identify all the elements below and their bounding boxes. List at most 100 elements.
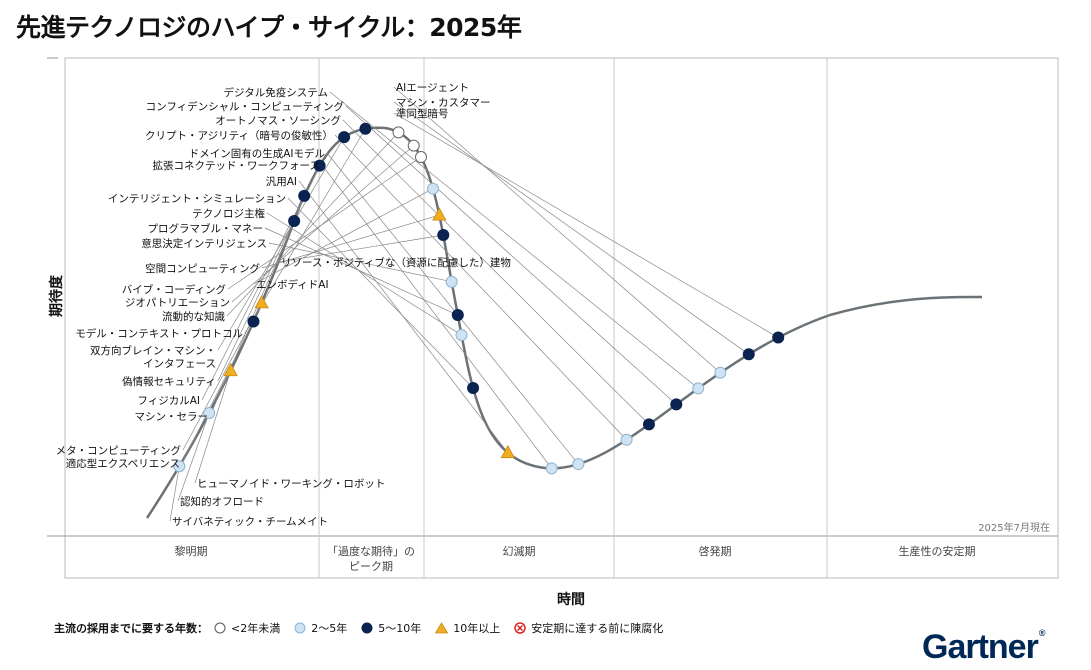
technology-marker — [247, 315, 260, 328]
white-circle-icon — [214, 622, 226, 634]
phase-label-3: 啓発期 — [699, 544, 732, 558]
technology-label: 準同型暗号 — [396, 107, 449, 120]
technology-label: 意思決定インテリジェンス — [141, 237, 267, 250]
technology-marker — [572, 458, 585, 471]
leader-line — [227, 156, 422, 290]
technology-label: マシン・カスタマー — [396, 97, 491, 109]
technology-marker — [437, 228, 450, 241]
technology-marker — [173, 460, 186, 473]
technology-label: オートノマス・ソーシング — [215, 114, 341, 127]
technology-label: 適応型エクスペリエンス — [66, 457, 180, 470]
technology-marker — [670, 398, 683, 411]
technology-label: 双方向ブレイン・マシン・インタフェース — [90, 344, 216, 370]
technology-label: 流動的な知識 — [162, 310, 225, 323]
leader-line — [321, 164, 552, 469]
leader-line — [194, 370, 231, 484]
technology-label: 空間コンピューティング — [145, 262, 260, 275]
legend-item-2to5: 2～5年 — [294, 620, 347, 636]
legend-label: 安定期に達する前に陳腐化 — [531, 622, 664, 635]
phase-label-1: 「過度な期待」のピーク期 — [327, 544, 415, 573]
leader-line — [253, 188, 434, 285]
technology-marker — [298, 189, 311, 202]
technology-marker — [642, 418, 655, 431]
legend-label: 2～5年 — [311, 622, 348, 635]
legend-label: 5～10年 — [378, 622, 422, 635]
technology-marker — [223, 362, 238, 377]
technology-label: ヒューマノイド・ワーキング・ロボット — [197, 477, 385, 490]
plot-frame — [64, 57, 1059, 579]
leader-line — [278, 234, 444, 263]
phase-dividers — [318, 58, 828, 578]
leader-line — [342, 119, 650, 425]
technology-marker — [313, 159, 326, 172]
legend-item-5to10: 5～10年 — [361, 620, 421, 636]
technology-marker — [254, 295, 269, 309]
y-axis-label: 期待度 — [48, 274, 65, 317]
navy-circle-icon — [361, 622, 373, 634]
legend-item-gt10: 10年以上 — [435, 620, 500, 636]
light-blue-circle-icon — [294, 622, 306, 634]
leader-line — [326, 152, 579, 465]
leader-line — [393, 101, 749, 355]
technology-label: サイバネティック・チームメイト — [172, 516, 328, 528]
leader-line — [226, 132, 399, 317]
leader-line — [169, 466, 180, 522]
hype-curve — [145, 126, 983, 519]
technology-marker — [545, 462, 558, 475]
leader-line — [181, 321, 254, 464]
leader-line — [393, 112, 779, 338]
leader-line — [266, 212, 462, 336]
technology-points — [173, 122, 785, 475]
technology-marker — [772, 331, 785, 344]
leader-line — [393, 86, 721, 374]
technology-label: クリプト・アジリティ（暗号の俊敏性） — [145, 129, 333, 142]
legend-title: 主流の採用までに要する年数： — [54, 622, 208, 635]
technology-label: ドメイン固有の生成AIモデル — [189, 147, 325, 160]
legend-item-obsolete: 安定期に達する前に陳腐化 — [514, 620, 663, 636]
leader-line — [298, 180, 509, 453]
red-x-circle-icon — [514, 622, 526, 634]
technology-marker — [692, 382, 705, 395]
technology-label: リソース・ポジティブな（資源に配慮した）建物 — [281, 256, 511, 269]
technology-marker — [432, 207, 447, 221]
leader-line — [261, 214, 440, 269]
leader-line — [177, 412, 210, 502]
legend-label: <2年未満 — [231, 622, 281, 635]
leader-line — [217, 136, 345, 351]
leader-line — [329, 91, 699, 389]
leader-line — [334, 134, 627, 441]
technology-marker — [445, 275, 458, 288]
technology-label: 認知的オフロード — [180, 495, 264, 508]
legend-label: 10年以上 — [453, 622, 501, 635]
leader-line — [264, 227, 458, 316]
technology-marker — [451, 309, 464, 322]
technology-label: AIエージェント — [396, 82, 469, 94]
technology-marker — [288, 215, 301, 228]
phase-labels: 黎明期 「過度な期待」のピーク期 幻滅期 啓発期 生産性の安定期 — [175, 544, 976, 573]
technology-marker — [714, 366, 727, 379]
x-axis-label: 時間 — [557, 591, 585, 608]
technology-label: フィジカルAI — [137, 395, 200, 407]
technology-label: コンフィデンシャル・コンピューティング — [146, 100, 345, 113]
leader-line — [244, 128, 366, 334]
technology-marker — [203, 407, 216, 420]
phase-label-2: 幻滅期 — [503, 545, 536, 558]
technology-marker — [414, 151, 427, 164]
legend: 主流の採用までに要する年数： <2年未満 2～5年 5～10年 10年以上 安定… — [54, 620, 677, 636]
label-leaders — [169, 86, 779, 522]
technology-label: ジオパトリエーション — [125, 297, 230, 309]
gartner-logo: Gartner® — [922, 628, 1045, 666]
technology-label: インテリジェント・シミュレーション — [108, 193, 286, 205]
technology-labels: サイバネティック・チームメイト 認知的オフロード ヒューマノイド・ワーキング・ロボッ… — [56, 82, 511, 528]
technology-label: 拡張コネクテッド・ワークフォース — [153, 159, 320, 172]
technology-label: 偽情報セキュリティ — [122, 375, 216, 388]
phase-label-0: 黎明期 — [175, 544, 208, 558]
technology-label: テクノロジ主権 — [192, 207, 265, 220]
technology-label: デジタル免疫システム — [224, 86, 328, 99]
legend-item-lt2: <2年未満 — [214, 620, 280, 636]
technology-label: マシン・セラー — [135, 411, 209, 423]
technology-marker — [426, 182, 439, 195]
technology-marker — [392, 126, 405, 139]
leader-line — [287, 197, 474, 389]
